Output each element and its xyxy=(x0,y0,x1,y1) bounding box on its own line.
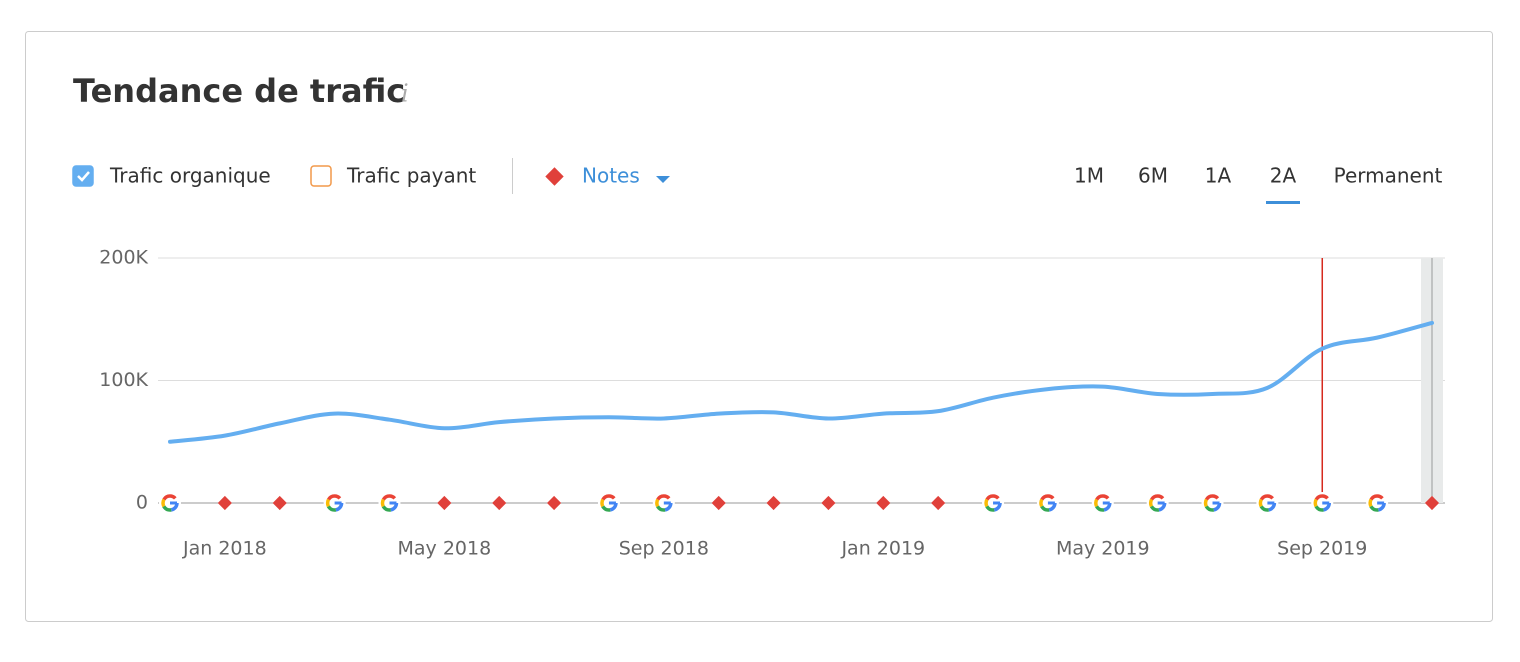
series-line xyxy=(168,320,1434,444)
note-marker[interactable] xyxy=(272,495,287,511)
google-arc[interactable] xyxy=(325,494,344,512)
google-arc[interactable] xyxy=(600,494,618,512)
dropdown-arrow[interactable] xyxy=(656,176,670,183)
title: Tendance de trafic xyxy=(73,72,405,110)
note-marker[interactable] xyxy=(547,495,562,511)
google-arc[interactable] xyxy=(161,494,179,512)
x-tick-label: May 2018 xyxy=(398,538,492,560)
google-arc[interactable] xyxy=(1148,494,1167,512)
google-arc[interactable] xyxy=(1094,494,1112,512)
notes-label[interactable]: Notes xyxy=(582,164,640,188)
google-arc[interactable] xyxy=(984,494,1002,512)
y-tick-label: 0 xyxy=(136,492,148,514)
card xyxy=(25,31,1493,622)
google-arc[interactable] xyxy=(1148,494,1167,512)
period-button[interactable]: 2A xyxy=(1270,164,1297,188)
google-arc[interactable] xyxy=(1148,494,1167,512)
period-button[interactable]: Permanent xyxy=(1334,164,1443,188)
note-marker[interactable] xyxy=(492,495,507,511)
google-arc[interactable] xyxy=(984,494,1002,512)
google-arc[interactable] xyxy=(1203,494,1222,512)
note-marker[interactable] xyxy=(876,495,891,511)
google-arc[interactable] xyxy=(1368,494,1386,512)
google-arc[interactable] xyxy=(600,494,618,512)
google-arc[interactable] xyxy=(655,494,673,512)
google-arc[interactable] xyxy=(1313,494,1332,512)
checkbox[interactable] xyxy=(72,165,94,187)
x-tick-label: Jan 2019 xyxy=(840,538,925,560)
note-marker[interactable] xyxy=(766,495,781,511)
y-tick-label: 200K xyxy=(99,247,148,269)
note-marker[interactable] xyxy=(821,495,836,511)
google-arc[interactable] xyxy=(1368,494,1386,512)
active-underline xyxy=(1266,201,1300,204)
google-arc[interactable] xyxy=(1313,494,1332,512)
note-marker[interactable] xyxy=(931,495,946,511)
x-tick-label: Sep 2018 xyxy=(619,538,709,560)
google-arc[interactable] xyxy=(1039,494,1057,512)
period-button[interactable]: 1M xyxy=(1074,164,1104,188)
note-marker[interactable] xyxy=(711,495,726,511)
legend-label[interactable]: Trafic organique xyxy=(109,164,271,188)
google-arc[interactable] xyxy=(380,494,399,512)
google-arc[interactable] xyxy=(1258,494,1277,512)
x-tick-label: Jan 2018 xyxy=(182,538,267,560)
google-arc[interactable] xyxy=(325,494,344,512)
google-arc[interactable] xyxy=(600,494,618,512)
google-arc[interactable] xyxy=(1258,494,1277,512)
google-arc[interactable] xyxy=(1203,494,1222,512)
google-arc[interactable] xyxy=(1039,494,1057,512)
google-arc[interactable] xyxy=(984,494,1002,512)
google-arc[interactable] xyxy=(655,494,673,512)
google-arc[interactable] xyxy=(325,494,344,512)
x-tick-label: May 2019 xyxy=(1056,538,1150,560)
note-marker[interactable] xyxy=(1424,495,1440,511)
x-tick-label: Sep 2019 xyxy=(1277,538,1367,560)
google-arc[interactable] xyxy=(655,494,673,512)
google-arc[interactable] xyxy=(1203,494,1222,512)
note-marker[interactable] xyxy=(217,495,232,511)
legend-label[interactable]: Trafic payant xyxy=(346,164,476,188)
google-arc[interactable] xyxy=(1313,494,1332,512)
google-arc[interactable] xyxy=(1039,494,1057,512)
info-icon[interactable]: i xyxy=(401,80,409,108)
google-arc[interactable] xyxy=(380,494,399,512)
notes-diamond xyxy=(545,167,564,186)
checkmark xyxy=(77,171,90,182)
note-marker[interactable] xyxy=(437,495,452,511)
google-arc[interactable] xyxy=(161,494,179,512)
y-tick-label: 100K xyxy=(99,369,148,391)
google-arc[interactable] xyxy=(1094,494,1112,512)
google-arc[interactable] xyxy=(1368,494,1386,512)
google-arc[interactable] xyxy=(1258,494,1277,512)
google-arc[interactable] xyxy=(380,494,399,512)
period-button[interactable]: 6M xyxy=(1138,164,1168,188)
google-arc[interactable] xyxy=(1094,494,1112,512)
checkbox[interactable] xyxy=(310,165,332,187)
period-button[interactable]: 1A xyxy=(1205,164,1232,188)
google-arc[interactable] xyxy=(161,494,179,512)
